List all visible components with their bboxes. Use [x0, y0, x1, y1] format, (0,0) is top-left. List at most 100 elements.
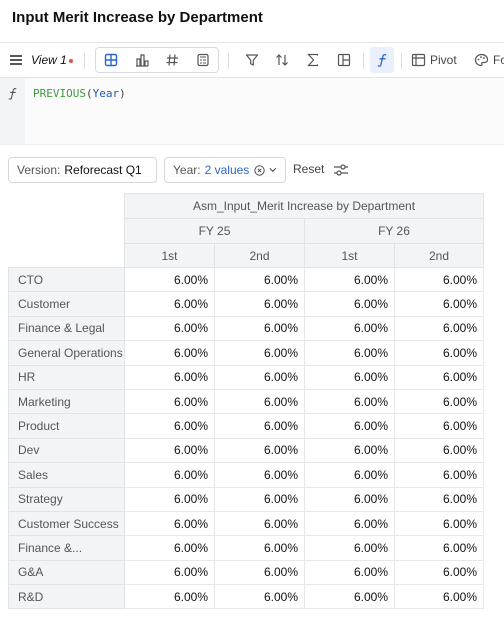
- toolbar-divider: [228, 53, 229, 69]
- value-cell[interactable]: 6.00%: [304, 437, 395, 464]
- value-cell[interactable]: 6.00%: [214, 584, 305, 610]
- layout-icon[interactable]: [331, 43, 357, 77]
- grid-view-icon[interactable]: [98, 43, 124, 77]
- row-label[interactable]: Finance &...: [8, 535, 125, 561]
- value-cell[interactable]: 6.00%: [394, 340, 484, 366]
- value-cell[interactable]: 6.00%: [304, 510, 395, 537]
- row-label[interactable]: CTO: [8, 266, 125, 293]
- value-cell[interactable]: 6.00%: [214, 462, 305, 488]
- sum-icon[interactable]: [300, 43, 326, 77]
- value-cell[interactable]: 6.00%: [394, 388, 484, 415]
- row-label[interactable]: Strategy: [8, 486, 125, 512]
- value-cell[interactable]: 6.00%: [214, 559, 305, 586]
- row-label[interactable]: Sales: [8, 462, 125, 488]
- year-filter[interactable]: Year: 2 values: [164, 157, 286, 183]
- menu-icon[interactable]: [6, 43, 26, 77]
- value-cell[interactable]: 6.00%: [394, 364, 484, 390]
- pivot-label: Pivot: [430, 53, 457, 67]
- value-cell[interactable]: 6.00%: [304, 584, 395, 610]
- number-view-icon[interactable]: [159, 43, 185, 77]
- value-cell[interactable]: 6.00%: [124, 535, 215, 561]
- value-cell[interactable]: 6.00%: [304, 266, 395, 293]
- filter-icon[interactable]: [239, 43, 265, 77]
- pivot-button[interactable]: Pivot: [411, 43, 457, 77]
- value-cell[interactable]: 6.00%: [124, 510, 215, 537]
- value-cell[interactable]: 6.00%: [124, 413, 215, 439]
- value-cell[interactable]: 6.00%: [124, 437, 215, 464]
- value-cell[interactable]: 6.00%: [124, 584, 215, 610]
- year-header[interactable]: FY 25: [124, 218, 305, 244]
- formula-icon[interactable]: [370, 43, 394, 77]
- value-cell[interactable]: 6.00%: [214, 388, 305, 415]
- value-cell[interactable]: 6.00%: [304, 388, 395, 415]
- view-selector[interactable]: View 1: [31, 43, 67, 77]
- value-cell[interactable]: 6.00%: [214, 364, 305, 390]
- value-cell[interactable]: 6.00%: [394, 291, 484, 317]
- value-cell[interactable]: 6.00%: [394, 437, 484, 464]
- value-cell[interactable]: 6.00%: [394, 559, 484, 586]
- row-label[interactable]: Marketing: [8, 388, 125, 415]
- value-cell[interactable]: 6.00%: [304, 315, 395, 342]
- value-cell[interactable]: 6.00%: [394, 266, 484, 293]
- year-header[interactable]: FY 26: [304, 218, 484, 244]
- clear-icon[interactable]: [254, 164, 265, 177]
- value-cell[interactable]: 6.00%: [214, 340, 305, 366]
- sort-icon[interactable]: [269, 43, 295, 77]
- value-cell[interactable]: 6.00%: [124, 291, 215, 317]
- value-cell[interactable]: 6.00%: [304, 559, 395, 586]
- half-header[interactable]: 2nd: [394, 243, 484, 268]
- half-header[interactable]: 1st: [304, 243, 395, 268]
- value-cell[interactable]: 6.00%: [124, 462, 215, 488]
- row-label[interactable]: General Operations: [8, 340, 125, 366]
- chart-view-icon[interactable]: [129, 43, 155, 77]
- value-cell[interactable]: 6.00%: [124, 364, 215, 390]
- value-cell[interactable]: 6.00%: [214, 315, 305, 342]
- row-label[interactable]: G&A: [8, 559, 125, 586]
- value-cell[interactable]: 6.00%: [124, 486, 215, 512]
- value-cell[interactable]: 6.00%: [214, 535, 305, 561]
- value-cell[interactable]: 6.00%: [304, 413, 395, 439]
- row-label[interactable]: Product: [8, 413, 125, 439]
- row-label[interactable]: R&D: [8, 584, 125, 610]
- value-cell[interactable]: 6.00%: [214, 413, 305, 439]
- value-cell[interactable]: 6.00%: [124, 266, 215, 293]
- row-label[interactable]: Customer Success: [8, 510, 125, 537]
- formula-text[interactable]: PREVIOUS(Year): [33, 87, 126, 100]
- value-cell[interactable]: 6.00%: [394, 535, 484, 561]
- row-label[interactable]: HR: [8, 364, 125, 390]
- value-cell[interactable]: 6.00%: [214, 437, 305, 464]
- format-button[interactable]: Fo: [474, 43, 504, 77]
- version-filter[interactable]: Version: Reforecast Q1: [8, 157, 157, 183]
- value-cell[interactable]: 6.00%: [124, 388, 215, 415]
- value-cell[interactable]: 6.00%: [394, 413, 484, 439]
- value-cell[interactable]: 6.00%: [304, 364, 395, 390]
- value-cell[interactable]: 6.00%: [304, 486, 395, 512]
- value-cell[interactable]: 6.00%: [214, 266, 305, 293]
- value-cell[interactable]: 6.00%: [394, 315, 484, 342]
- row-label[interactable]: Dev: [8, 437, 125, 464]
- reset-button[interactable]: Reset: [293, 162, 325, 176]
- sheet-view-icon[interactable]: [190, 43, 216, 77]
- value-cell[interactable]: 6.00%: [304, 535, 395, 561]
- value-cell[interactable]: 6.00%: [394, 510, 484, 537]
- value-cell[interactable]: 6.00%: [124, 315, 215, 342]
- value-cell[interactable]: 6.00%: [124, 559, 215, 586]
- value-cell[interactable]: 6.00%: [214, 291, 305, 317]
- value-cell[interactable]: 6.00%: [304, 462, 395, 488]
- value-cell[interactable]: 6.00%: [394, 584, 484, 610]
- value-cell[interactable]: 6.00%: [214, 486, 305, 512]
- corner-cell: [8, 193, 125, 219]
- value-cell[interactable]: 6.00%: [304, 340, 395, 366]
- value-cell[interactable]: 6.00%: [394, 462, 484, 488]
- row-label[interactable]: Customer: [8, 291, 125, 317]
- value-cell[interactable]: 6.00%: [214, 510, 305, 537]
- formula-bar[interactable]: PREVIOUS(Year): [0, 78, 504, 145]
- half-header[interactable]: 1st: [124, 243, 215, 268]
- value-cell[interactable]: 6.00%: [304, 291, 395, 317]
- value-cell[interactable]: 6.00%: [124, 340, 215, 366]
- row-label[interactable]: Finance & Legal: [8, 315, 125, 342]
- filter-settings-icon[interactable]: [333, 163, 349, 177]
- value-cell[interactable]: 6.00%: [394, 486, 484, 512]
- table-row: Finance & Legal 6.00% 6.00% 6.00% 6.00%: [8, 315, 484, 342]
- half-header[interactable]: 2nd: [214, 243, 305, 268]
